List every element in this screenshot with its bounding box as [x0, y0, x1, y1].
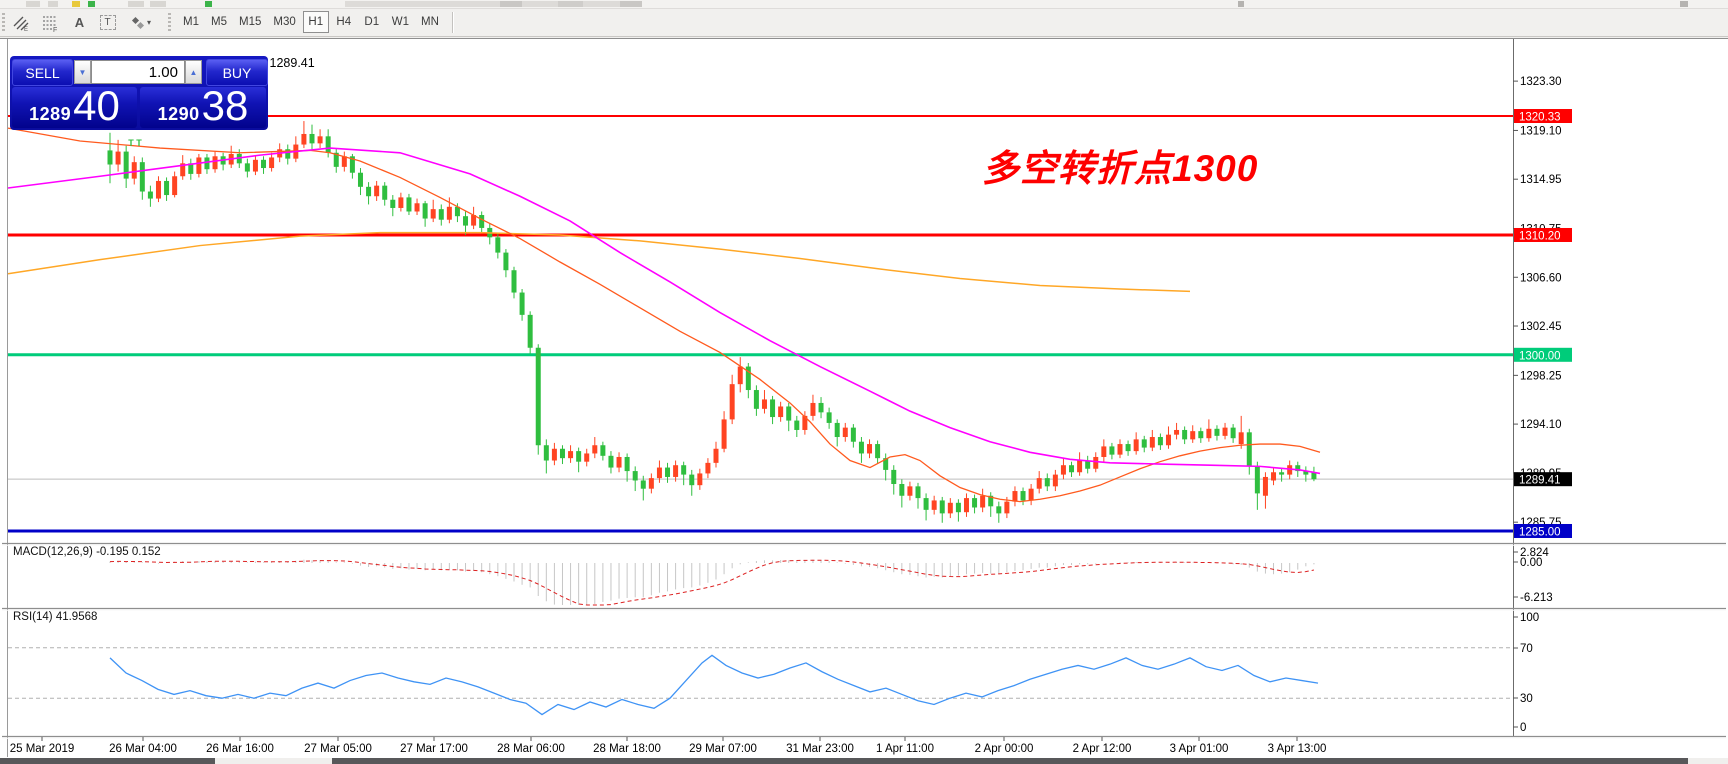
- sell-price-display[interactable]: 1289 40: [12, 82, 137, 129]
- volume-decrease-button[interactable]: ▼: [74, 60, 91, 84]
- sell-price-main: 1289: [29, 104, 72, 124]
- chevron-down-icon: ▾: [146, 18, 151, 27]
- chart-annotation-text: 多空转折点1300: [982, 148, 1259, 189]
- toolbar-fragment: [558, 1, 583, 7]
- timeframe-d1-button[interactable]: D1: [359, 11, 385, 33]
- timeframe-h1-button[interactable]: H1: [302, 11, 329, 33]
- buy-price-main: 1290: [157, 104, 200, 124]
- profile-icon-fragment: [205, 1, 212, 7]
- up-arrow-icon: ▲: [189, 67, 198, 77]
- toolbar-fragment: [500, 1, 522, 7]
- volume-input[interactable]: [91, 60, 185, 84]
- timeframe-w1-button[interactable]: W1: [387, 11, 414, 33]
- buy-button[interactable]: BUY: [206, 59, 268, 86]
- buy-price-pips: 38: [201, 82, 249, 129]
- toolbar-fragment: [345, 1, 640, 7]
- timeframe-m30-button[interactable]: M30: [268, 11, 300, 33]
- svg-text:E: E: [24, 27, 28, 32]
- text-label-tool-icon[interactable]: T: [96, 11, 119, 34]
- timeframe-mn-button[interactable]: MN: [416, 11, 444, 33]
- svg-text:F: F: [53, 27, 57, 32]
- timeframe-m5-button[interactable]: M5: [206, 11, 232, 33]
- toolbar-fragment: [1238, 1, 1244, 7]
- toolbar-fragment: [150, 1, 166, 7]
- clipped-toolbar-row: [0, 0, 1728, 9]
- down-arrow-icon: ▼: [78, 67, 87, 77]
- chart-area[interactable]: [0, 38, 1728, 759]
- docked-window-fragment: [332, 758, 1688, 764]
- one-click-trading-panel: SELL ▼ ▲ BUY 1289 40 1290 38: [10, 56, 268, 130]
- volume-increase-button[interactable]: ▲: [185, 60, 202, 84]
- toolbar-grip[interactable]: [2, 13, 5, 32]
- timeframe-m1-button[interactable]: M1: [178, 11, 204, 33]
- new-order-icon-fragment: [72, 1, 80, 7]
- toolbar-grip[interactable]: [168, 13, 171, 32]
- toolbar-fragment: [26, 1, 40, 7]
- chart-icon-fragment: [88, 1, 95, 7]
- toolbar-separator: [452, 12, 453, 33]
- toolbar-fragment: [620, 1, 642, 7]
- toolbar-fragment: [48, 1, 58, 7]
- sell-price-pips: 40: [73, 82, 120, 129]
- sell-button[interactable]: SELL: [12, 59, 73, 86]
- macd-indicator-label: MACD(12,26,9) -0.195 0.152: [13, 546, 161, 558]
- bottom-docked-edge: [0, 758, 1728, 764]
- equidistant-channel-tool-icon[interactable]: E: [9, 11, 32, 34]
- toolbar-fragment: [128, 1, 144, 7]
- toolbar-fragment: [1680, 1, 1688, 7]
- timeframe-h4-button[interactable]: H4: [331, 11, 357, 33]
- fibonacci-tool-icon[interactable]: F: [39, 11, 62, 34]
- rsi-indicator-label: RSI(14) 41.9568: [13, 611, 98, 623]
- timeframe-m15-button[interactable]: M15: [234, 11, 266, 33]
- timeframe-toolbar: M1 M5 M15 M30 H1 H4 D1 W1 MN: [178, 11, 444, 33]
- arrows-tool-icon[interactable]: ▾: [124, 11, 158, 34]
- buy-price-display[interactable]: 1290 38: [140, 82, 266, 129]
- drawing-toolbar: E F A T ▾ M1 M5: [0, 9, 1728, 37]
- text-tool-icon[interactable]: A: [68, 11, 91, 34]
- docked-window-fragment: [0, 758, 215, 764]
